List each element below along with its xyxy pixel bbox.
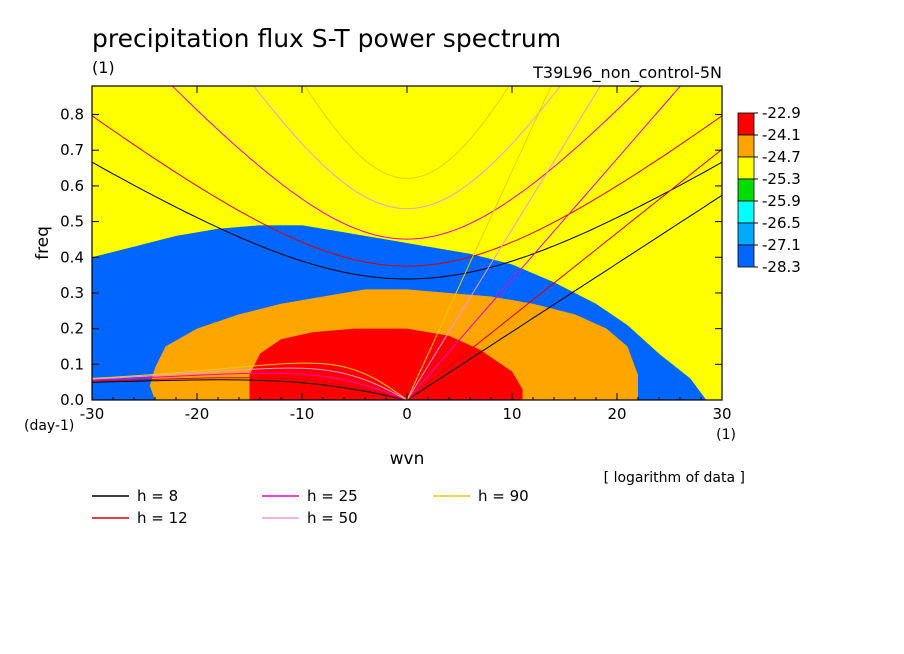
subtitle-right: T39L96_non_control-5N (532, 63, 722, 83)
x-tick-label: -20 (185, 405, 210, 423)
y-tick-label: 0.3 (60, 284, 84, 302)
x-tick-label: 30 (712, 405, 731, 423)
x-tick-label: -10 (290, 405, 315, 423)
colorbar-label: -22.9 (762, 104, 801, 122)
colorbar-note: [ logarithm of data ] (604, 470, 745, 486)
x-tick-label: -30 (80, 405, 105, 423)
colorbar-swatch (737, 200, 755, 224)
x-tick-label: 20 (607, 405, 626, 423)
y-tick-label: 0.6 (60, 177, 84, 195)
x-axis-unit: (1) (716, 427, 736, 443)
y-tick-label: 0.8 (60, 106, 84, 124)
x-tick-label: 10 (502, 405, 521, 423)
colorbar-swatch (737, 134, 755, 158)
colorbar-label: -26.5 (762, 214, 801, 232)
curve-kelvin-h25 (406, 86, 682, 400)
x-axis-label: wvn (390, 449, 425, 469)
curve-kelvin-h12 (406, 148, 722, 400)
curve-kelvin-h50 (406, 86, 601, 400)
curve-rossby-h90 (92, 362, 408, 400)
legend-label-h12: h = 12 (137, 509, 188, 527)
curve-rossby-h12 (92, 377, 408, 400)
x-axis: -30 -20 -10 0 10 20 30 (80, 86, 732, 423)
y-axis-label: freq (33, 226, 53, 260)
y-tick-label: 0.4 (60, 248, 84, 266)
legend: h = 8 h = 12 h = 25 h = 50 h = 90 (92, 487, 529, 527)
curve-kelvin-h8 (406, 194, 722, 400)
y-axis: 0.0 0.1 0.2 0.3 0.4 0.5 0.6 0.7 0.8 (60, 106, 722, 409)
y-tick-label: 0.2 (60, 320, 84, 338)
legend-label-h50: h = 50 (307, 509, 358, 527)
colorbar-swatch (737, 222, 755, 246)
legend-label-h8: h = 8 (137, 487, 178, 505)
x-tick-label: 0 (402, 405, 412, 423)
curve-igw-h25 (171, 86, 643, 240)
colorbar-label: -25.3 (762, 170, 801, 188)
colorbar-label: -25.9 (762, 192, 801, 210)
curve-rossby-h25 (92, 372, 408, 400)
colorbar-swatch (737, 112, 755, 136)
dispersion-curves (92, 86, 722, 400)
colorbar-label: -24.1 (762, 126, 801, 144)
colorbar-swatch (737, 156, 755, 180)
y-axis-unit: (day-1) (24, 418, 74, 434)
curve-igw-h12 (92, 115, 722, 267)
legend-label-h90: h = 90 (478, 487, 529, 505)
curve-igw-h50 (253, 86, 561, 210)
y-tick-label: 0.1 (60, 355, 84, 373)
curve-rossby-h50 (92, 367, 408, 400)
y-tick-label: 0.0 (60, 391, 84, 409)
colorbar-swatch (737, 244, 755, 268)
subtitle-left: (1) (92, 58, 115, 77)
contour-fills (92, 86, 722, 400)
chart-title: precipitation flux S-T power spectrum (92, 24, 561, 53)
y-tick-label: 0.5 (60, 213, 84, 231)
colorbar-label: -28.3 (762, 258, 801, 276)
curve-igw-h8 (92, 161, 722, 280)
curve-rossby-h8 (92, 379, 408, 400)
curve-kelvin-h90 (406, 86, 552, 400)
colorbar-label: -27.1 (762, 236, 801, 254)
y-tick-label: 0.7 (60, 141, 84, 159)
contour-fill-4 (92, 86, 722, 400)
colorbar: -22.9 -24.1 -24.7 -25.3 -25.9 -26.5 -27.1 -28.3 (737, 104, 801, 276)
curve-igw-h90 (304, 86, 510, 179)
colorbar-label: -24.7 (762, 148, 801, 166)
colorbar-swatch (737, 178, 755, 202)
legend-label-h25: h = 25 (307, 487, 358, 505)
